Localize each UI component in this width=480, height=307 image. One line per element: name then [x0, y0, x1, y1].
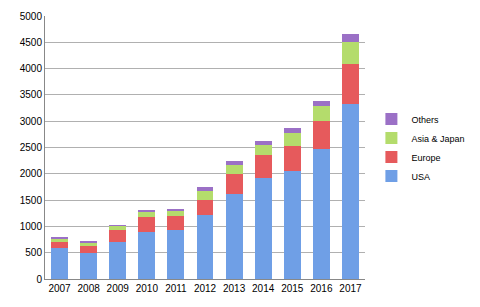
svg-text:3500: 3500	[20, 89, 43, 100]
svg-text:500: 500	[25, 247, 42, 258]
svg-text:Asia & Japan: Asia & Japan	[411, 134, 464, 144]
svg-text:Europe: Europe	[411, 153, 440, 163]
svg-text:0: 0	[36, 274, 42, 285]
svg-text:2014: 2014	[252, 283, 275, 294]
svg-text:2009: 2009	[107, 283, 130, 294]
svg-text:Others: Others	[411, 115, 439, 125]
svg-text:2017: 2017	[339, 283, 362, 294]
svg-text:2010: 2010	[136, 283, 159, 294]
svg-text:1000: 1000	[20, 221, 43, 232]
svg-text:2012: 2012	[194, 283, 217, 294]
svg-text:5000: 5000	[20, 11, 43, 22]
svg-text:4500: 4500	[20, 37, 43, 48]
svg-text:2008: 2008	[78, 283, 101, 294]
svg-text:3000: 3000	[20, 116, 43, 127]
svg-text:2011: 2011	[165, 283, 187, 294]
svg-text:1500: 1500	[20, 195, 43, 206]
svg-text:4000: 4000	[20, 63, 43, 74]
svg-text:2500: 2500	[20, 142, 43, 153]
svg-text:2016: 2016	[310, 283, 333, 294]
svg-text:2007: 2007	[48, 283, 71, 294]
svg-text:2000: 2000	[20, 168, 43, 179]
svg-text:USA: USA	[411, 172, 430, 182]
svg-text:2015: 2015	[281, 283, 304, 294]
svg-text:2013: 2013	[223, 283, 246, 294]
